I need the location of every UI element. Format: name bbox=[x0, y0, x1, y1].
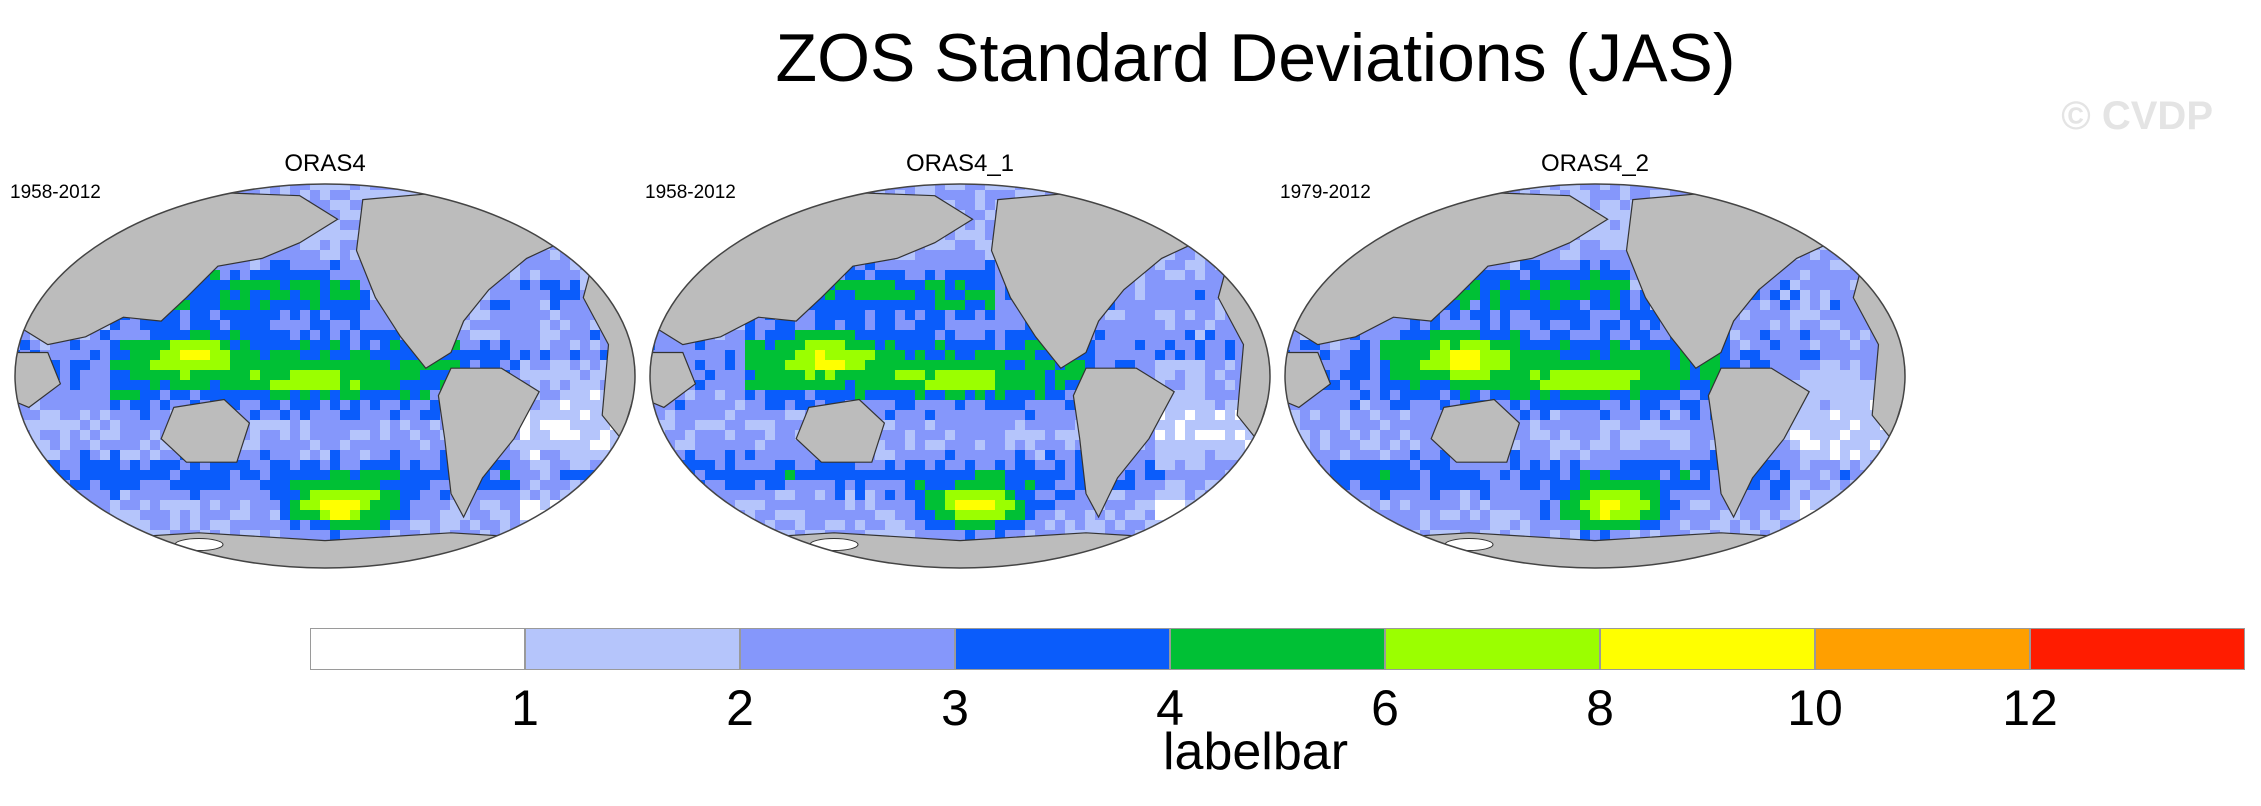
labelbar-tick-label: 3 bbox=[941, 680, 969, 736]
labelbar-color-box bbox=[1600, 628, 1815, 670]
landmass bbox=[650, 351, 697, 409]
labelbar-title: labelbar bbox=[1162, 723, 1349, 781]
labelbar-color-box bbox=[310, 628, 525, 670]
labelbar-tick-label: 10 bbox=[1787, 680, 1843, 736]
map-plot bbox=[14, 183, 636, 569]
panel-period: 1958-2012 bbox=[645, 182, 736, 203]
figure-title: ZOS Standard Deviations (JAS) bbox=[775, 20, 1736, 96]
map-plot bbox=[1284, 183, 1906, 569]
panel-title: ORAS4_1 bbox=[905, 150, 1015, 177]
labelbar-color-box bbox=[1385, 628, 1600, 670]
landmass bbox=[1285, 351, 1332, 409]
labelbar-color-box bbox=[525, 628, 740, 670]
cvdp-watermark: © CVDP bbox=[2061, 94, 2213, 138]
labelbar-color-box bbox=[1170, 628, 1385, 670]
map-plot bbox=[649, 183, 1271, 569]
labelbar-tick-label: 8 bbox=[1586, 680, 1614, 736]
landmass bbox=[1707, 367, 1810, 519]
panel-title: ORAS4 bbox=[284, 150, 366, 177]
labelbar-tick-label: 2 bbox=[726, 680, 754, 736]
map-panel-oras4-1: ORAS4_1 1958-2012 bbox=[645, 142, 1275, 572]
landmass bbox=[1430, 398, 1521, 463]
labelbar-color-box bbox=[2030, 628, 2245, 670]
map-panel-oras4-2: ORAS4_2 1979-2012 bbox=[1280, 142, 1910, 572]
landmass bbox=[795, 398, 886, 463]
labelbar-color-box bbox=[955, 628, 1170, 670]
labelbar-tick-label: 1 bbox=[511, 680, 539, 736]
landmass bbox=[1072, 367, 1175, 519]
labelbar-color-box bbox=[1815, 628, 2030, 670]
labelbar-tick-label: 6 bbox=[1371, 680, 1399, 736]
labelbar-tick-label: 12 bbox=[2002, 680, 2058, 736]
map-panel-oras4: ORAS4 1958-2012 bbox=[10, 142, 640, 572]
labelbar-color-box bbox=[740, 628, 955, 670]
panel-period: 1979-2012 bbox=[1280, 182, 1371, 203]
landmass bbox=[15, 351, 62, 409]
landmass bbox=[437, 367, 540, 519]
panel-period: 1958-2012 bbox=[10, 182, 101, 203]
labelbar-tick-label: 4 bbox=[1156, 680, 1184, 736]
panel-title: ORAS4_2 bbox=[1540, 150, 1650, 177]
landmass bbox=[160, 398, 251, 463]
